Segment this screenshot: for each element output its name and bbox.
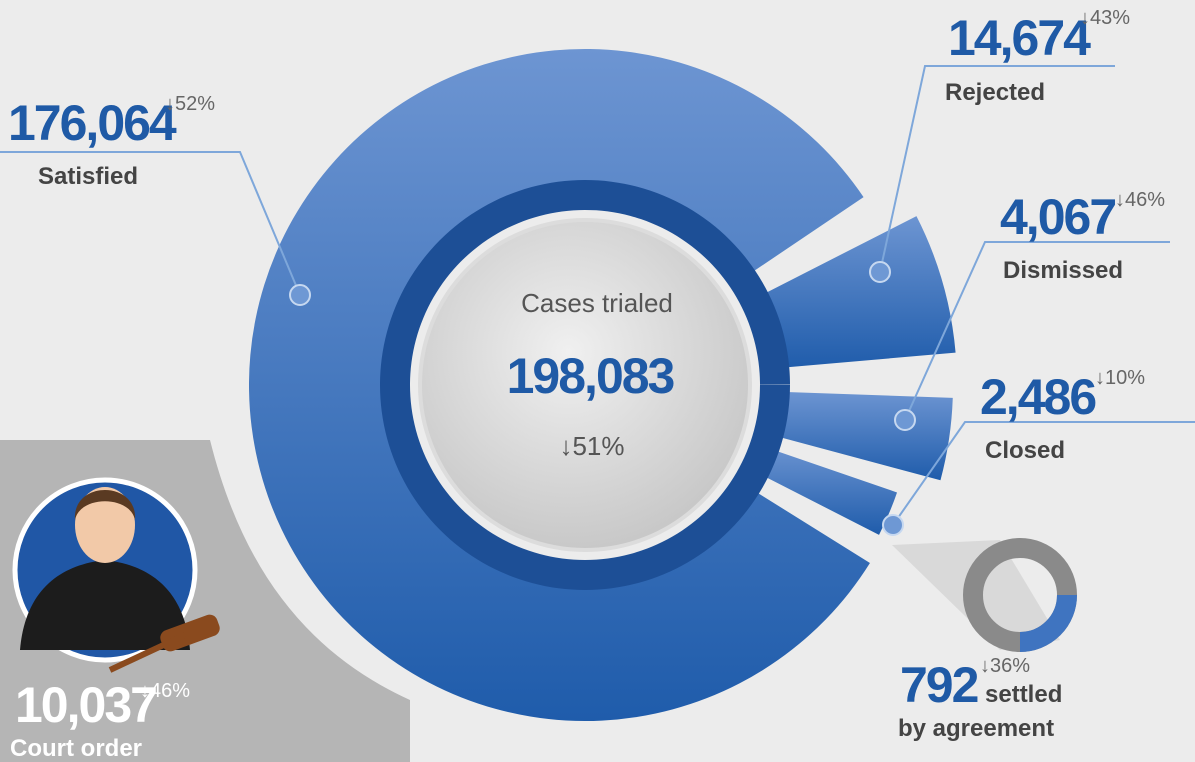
marker bbox=[290, 285, 310, 305]
change: ↓46% bbox=[140, 680, 190, 702]
change: ↓43% bbox=[1080, 7, 1130, 29]
value: 14,674 bbox=[948, 10, 1091, 66]
change: ↓52% bbox=[165, 93, 215, 115]
center-label: Cases trialed bbox=[521, 288, 673, 318]
marker bbox=[895, 410, 915, 430]
label: by agreement bbox=[898, 715, 1054, 742]
value: 792 bbox=[900, 657, 978, 713]
value: 4,067 bbox=[1000, 189, 1115, 245]
value: 10,037 bbox=[15, 677, 156, 733]
change: ↓46% bbox=[1115, 189, 1165, 211]
center-change: ↓51% bbox=[559, 431, 624, 461]
change: ↓36% bbox=[980, 655, 1030, 677]
label: settled bbox=[985, 681, 1062, 708]
label: Court order bbox=[10, 735, 142, 762]
label: Satisfied bbox=[38, 163, 138, 190]
marker bbox=[870, 262, 890, 282]
label: Rejected bbox=[945, 79, 1045, 106]
label: Dismissed bbox=[1003, 257, 1123, 284]
change: ↓10% bbox=[1095, 367, 1145, 389]
value: 176,064 bbox=[8, 95, 177, 151]
value: 2,486 bbox=[980, 369, 1095, 425]
infographic: Cases trialed 198,083 ↓51% 176,064 ↓52% … bbox=[0, 0, 1195, 762]
center-value: 198,083 bbox=[507, 348, 674, 404]
label: Closed bbox=[985, 437, 1065, 464]
marker bbox=[883, 515, 903, 535]
